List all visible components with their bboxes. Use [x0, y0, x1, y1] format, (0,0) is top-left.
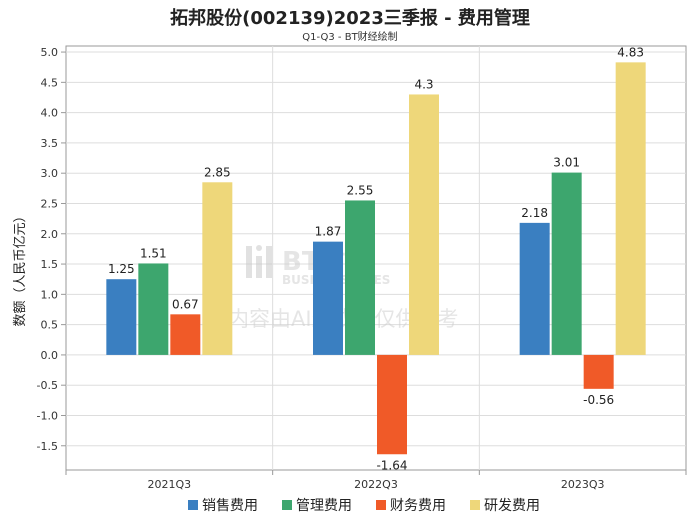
legend-swatch	[376, 500, 386, 510]
data-label: 3.01	[553, 156, 580, 170]
data-label: -0.56	[583, 393, 614, 407]
data-labels: 1.25 1.51 0.67 2.85 1.87 2.55 -1.64 4.3 2.18 3.01…	[108, 45, 644, 472]
x-category-label: 2022Q3	[354, 478, 398, 491]
legend-label: 销售费用	[202, 498, 258, 514]
chart-subtitle: Q1-Q3 - BT财经绘制	[302, 32, 398, 43]
bar	[377, 354, 407, 455]
y-tick-label: 1.0	[41, 288, 59, 301]
y-tick-label: -0.5	[37, 379, 58, 392]
data-label: 1.25	[108, 262, 135, 276]
y-tick-label: -1.0	[37, 409, 58, 422]
data-label: 1.87	[315, 225, 342, 239]
legend: 销售费用 管理费用 财务费用 研发费用	[188, 498, 540, 514]
bar	[519, 222, 550, 355]
y-tick-label: 4.0	[41, 107, 59, 120]
data-label: -1.64	[376, 458, 407, 472]
y-tick-label: 2.5	[41, 197, 59, 210]
bar	[615, 62, 646, 355]
legend-label: 研发费用	[484, 498, 540, 514]
data-label: 4.3	[414, 77, 433, 91]
y-axis-tick-labels: 5.0 4.5 4.0 3.5 3.0 2.5 2.0 1.5 1.0 0.5 0.0 -0.5 -1.…	[37, 46, 58, 453]
bar	[138, 263, 169, 355]
y-tick-label: 5.0	[41, 46, 59, 59]
bars	[106, 62, 646, 455]
bar	[202, 182, 233, 355]
data-label: 2.18	[521, 206, 548, 220]
y-tick-label: 3.0	[41, 167, 59, 180]
gridlines	[61, 46, 687, 475]
bar	[551, 172, 582, 355]
bar	[409, 94, 439, 355]
legend-label: 管理费用	[296, 498, 352, 514]
x-category-label: 2023Q3	[561, 478, 605, 491]
plot-border	[65, 45, 687, 471]
y-tick-label: 2.0	[41, 228, 59, 241]
y-tick-label: 1.5	[41, 258, 59, 271]
y-tick-label: 3.5	[41, 137, 59, 150]
legend-swatch	[188, 500, 198, 510]
x-axis-category-labels: 2021Q3 2022Q3 2023Q3	[148, 478, 605, 491]
data-label: 2.55	[347, 183, 374, 197]
y-tick-label: 0.0	[41, 349, 59, 362]
plot-area	[65, 45, 687, 471]
bar	[583, 354, 614, 389]
x-category-label: 2021Q3	[148, 478, 192, 491]
bar	[106, 279, 137, 355]
legend-swatch	[282, 500, 292, 510]
legend-swatch	[470, 500, 480, 510]
y-tick-label: -1.5	[37, 440, 58, 453]
y-tick-label: 0.5	[41, 319, 59, 332]
bar	[313, 241, 343, 355]
bar	[345, 200, 375, 355]
data-label: 0.67	[172, 297, 199, 311]
data-label: 1.51	[140, 246, 167, 260]
y-axis-title: 数额（人民币亿元）	[13, 209, 28, 326]
data-label: 4.83	[617, 45, 644, 59]
y-tick-label: 4.5	[41, 76, 59, 89]
legend-label: 财务费用	[390, 498, 446, 514]
chart-title: 拓邦股份(002139)2023三季报 - 费用管理	[170, 8, 530, 29]
data-label: 2.85	[204, 165, 231, 179]
bar	[170, 314, 201, 355]
watermark-logo-icon	[246, 245, 272, 278]
